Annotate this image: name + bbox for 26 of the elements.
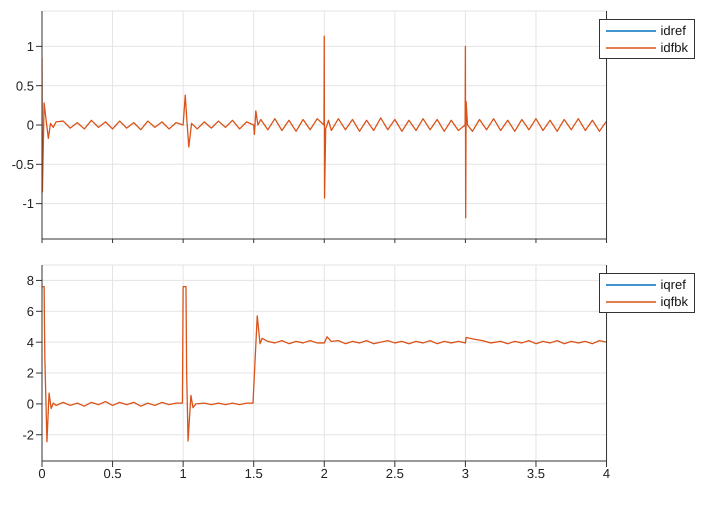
x-tick-label: 0 [38, 466, 46, 482]
y-tick-label: 4 [26, 334, 34, 350]
x-tick-label: 3.5 [526, 466, 546, 482]
x-tick-label: 1.5 [244, 466, 263, 482]
legend-label: iqfbk [660, 293, 688, 310]
y-tick-label: 1 [26, 38, 34, 54]
y-tick-label: 6 [26, 304, 34, 319]
x-tick-label: 3 [462, 466, 470, 482]
y-tick-label: -0.5 [12, 156, 34, 172]
x-tick-label: 4 [602, 466, 610, 482]
x-tick-label: 2 [320, 466, 328, 482]
x-tick-label: 2.5 [386, 466, 404, 482]
y-tick-label: -1 [22, 196, 34, 212]
line-series [42, 286, 607, 442]
legend-label: idref [660, 22, 686, 39]
y-tick-label: 2 [26, 366, 34, 381]
y-tick-label: 0 [26, 118, 34, 133]
y-tick-label: 8 [26, 273, 34, 288]
y-tick-label: 0 [26, 396, 34, 412]
x-tick-label: 1 [180, 466, 187, 482]
y-tick-label: 0.5 [16, 78, 34, 94]
x-tick-label: 0.5 [104, 466, 122, 482]
legend-label: idfbk [660, 39, 688, 56]
legend-label: iqref [660, 276, 686, 293]
y-tick-label: -2 [22, 427, 34, 442]
line-series [42, 36, 607, 218]
